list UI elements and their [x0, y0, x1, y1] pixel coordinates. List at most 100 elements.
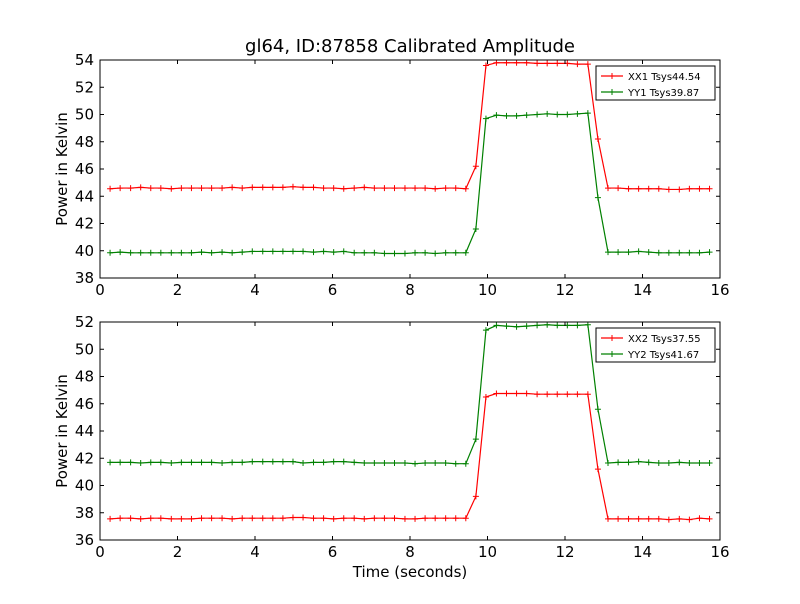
y-tick-label: 50 [75, 340, 94, 358]
data-point [645, 459, 652, 466]
data-point [127, 249, 134, 256]
data-point [289, 248, 296, 255]
x-tick-label: 14 [633, 543, 652, 561]
data-point [279, 515, 286, 522]
data-point [188, 249, 195, 256]
data-point [452, 460, 459, 467]
chart-title: gl64, ID:87858 Calibrated Amplitude [245, 36, 575, 57]
data-point [482, 393, 489, 400]
y-tick-label: 40 [75, 242, 94, 260]
data-point [544, 110, 551, 117]
data-point [259, 515, 266, 522]
x-tick-label: 2 [173, 543, 183, 561]
data-point [523, 59, 530, 66]
data-point [645, 249, 652, 256]
y-tick-label: 44 [75, 422, 94, 440]
data-point [432, 250, 439, 257]
data-point [381, 250, 388, 257]
data-point [676, 459, 683, 466]
data-point [198, 459, 205, 466]
data-point [340, 248, 347, 255]
data-point [645, 515, 652, 522]
y-tick-label: 44 [75, 187, 94, 205]
data-point [615, 185, 622, 192]
data-point [371, 515, 378, 522]
data-point [219, 460, 226, 467]
data-point [422, 185, 429, 192]
data-point [635, 185, 642, 192]
data-point [442, 515, 449, 522]
data-point [462, 249, 469, 256]
data-point [320, 459, 327, 466]
y-tick-label: 40 [75, 477, 94, 495]
data-point [696, 460, 703, 467]
data-point [391, 515, 398, 522]
data-point [645, 185, 652, 192]
data-point [696, 515, 703, 522]
data-point [279, 184, 286, 191]
data-point [269, 184, 276, 191]
data-point [381, 460, 388, 467]
data-point [239, 515, 246, 522]
data-point [249, 184, 256, 191]
data-point [513, 323, 520, 330]
y-tick-label: 38 [75, 504, 94, 522]
data-point [239, 249, 246, 256]
data-point [493, 322, 500, 329]
data-point [401, 460, 408, 467]
data-point [239, 185, 246, 192]
data-point [117, 185, 124, 192]
data-point [371, 185, 378, 192]
data-point [279, 248, 286, 255]
data-point [198, 185, 205, 192]
data-point [534, 111, 541, 118]
data-point [137, 515, 144, 522]
y-tick-label: 46 [75, 160, 94, 178]
data-point [300, 460, 307, 467]
data-point [615, 249, 622, 256]
data-point [472, 225, 479, 232]
data-point [107, 459, 114, 466]
data-point [422, 249, 429, 256]
data-point [534, 60, 541, 67]
data-point [412, 515, 419, 522]
data-point [686, 516, 693, 523]
data-point [605, 460, 612, 467]
x-tick-label: 2 [173, 281, 183, 299]
x-tick-label: 4 [250, 543, 260, 561]
data-point [574, 61, 581, 68]
data-point [310, 459, 317, 466]
data-point [482, 115, 489, 122]
data-point [259, 248, 266, 255]
x-tick-label: 14 [633, 281, 652, 299]
data-point [544, 321, 551, 328]
data-point [157, 249, 164, 256]
y-tick-label: 42 [75, 215, 94, 233]
data-point [615, 459, 622, 466]
data-point [351, 185, 358, 192]
x-tick-label: 4 [250, 281, 260, 299]
data-point [452, 185, 459, 192]
x-tick-label: 8 [405, 281, 415, 299]
data-point [208, 185, 215, 192]
data-point [482, 327, 489, 334]
x-tick-label: 10 [478, 281, 497, 299]
data-point [219, 515, 226, 522]
data-point [269, 515, 276, 522]
data-point [432, 460, 439, 467]
data-point [513, 390, 520, 397]
data-point [503, 390, 510, 397]
legend-label: XX2 Tsys37.55 [628, 334, 701, 345]
data-point [289, 183, 296, 190]
data-point [534, 322, 541, 329]
data-point [635, 515, 642, 522]
data-point [239, 459, 246, 466]
legend-label: XX1 Tsys44.54 [628, 72, 701, 83]
x-tick-label: 16 [710, 281, 729, 299]
data-point [472, 163, 479, 170]
data-point [452, 249, 459, 256]
data-point [665, 460, 672, 467]
data-point [157, 185, 164, 192]
data-point [178, 249, 185, 256]
